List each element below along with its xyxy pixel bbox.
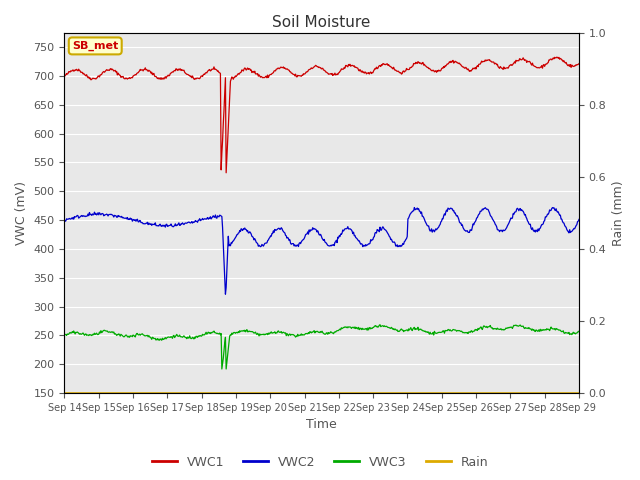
Rain bbox=[70, 390, 77, 396]
Rain bbox=[575, 390, 583, 396]
Line: VWC1: VWC1 bbox=[65, 57, 579, 173]
VWC3 bbox=[175, 333, 183, 339]
Rain bbox=[175, 390, 183, 396]
Rain bbox=[399, 390, 407, 396]
VWC1 bbox=[175, 67, 183, 73]
VWC1 bbox=[385, 62, 392, 68]
VWC2 bbox=[175, 220, 183, 226]
VWC2 bbox=[385, 232, 392, 238]
Rain bbox=[202, 390, 210, 396]
VWC3 bbox=[575, 329, 583, 335]
Y-axis label: Rain (mm): Rain (mm) bbox=[612, 180, 625, 246]
VWC3 bbox=[385, 325, 393, 331]
VWC2 bbox=[123, 216, 131, 222]
VWC2 bbox=[575, 216, 583, 222]
VWC2 bbox=[410, 204, 418, 210]
Rain bbox=[61, 390, 68, 396]
Title: Soil Moisture: Soil Moisture bbox=[273, 15, 371, 30]
Y-axis label: VWC (mV): VWC (mV) bbox=[15, 181, 28, 245]
VWC2 bbox=[202, 216, 210, 222]
VWC3 bbox=[218, 366, 226, 372]
VWC3 bbox=[202, 329, 210, 335]
VWC2 bbox=[61, 217, 68, 223]
VWC1 bbox=[553, 54, 561, 60]
VWC3 bbox=[123, 333, 131, 338]
VWC1 bbox=[61, 73, 68, 79]
VWC1 bbox=[70, 68, 77, 74]
VWC2 bbox=[400, 241, 408, 247]
X-axis label: Time: Time bbox=[307, 419, 337, 432]
Line: VWC2: VWC2 bbox=[65, 207, 579, 294]
VWC2 bbox=[221, 291, 229, 297]
VWC3 bbox=[401, 328, 408, 334]
VWC1 bbox=[400, 68, 408, 74]
VWC1 bbox=[123, 75, 131, 81]
VWC1 bbox=[222, 170, 230, 176]
Rain bbox=[384, 390, 392, 396]
VWC1 bbox=[575, 61, 583, 67]
Text: SB_met: SB_met bbox=[72, 41, 118, 51]
VWC3 bbox=[70, 328, 77, 334]
VWC1 bbox=[202, 70, 210, 75]
Rain bbox=[123, 390, 131, 396]
Legend: VWC1, VWC2, VWC3, Rain: VWC1, VWC2, VWC3, Rain bbox=[147, 451, 493, 474]
VWC3 bbox=[376, 322, 384, 327]
Line: VWC3: VWC3 bbox=[65, 324, 579, 369]
VWC3 bbox=[61, 332, 68, 338]
VWC2 bbox=[70, 216, 77, 222]
